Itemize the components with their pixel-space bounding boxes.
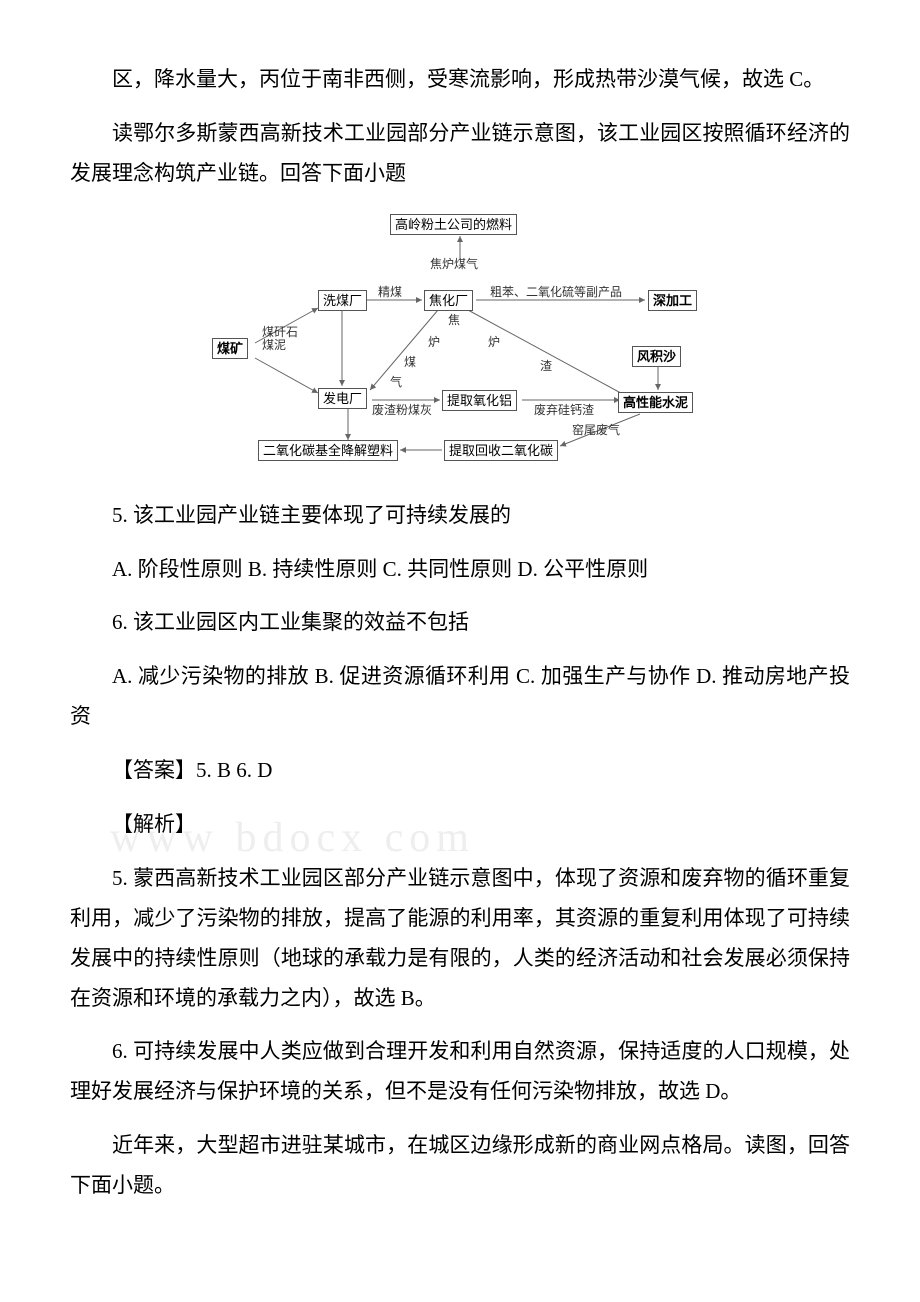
node-co2-recovery: 提取回收二氧化碳: [444, 440, 558, 462]
node-power-plant: 发电厂: [318, 388, 367, 410]
next-question-intro: 近年来，大型超市进驻某城市，在城区边缘形成新的商业网点格局。读图，回答下面小题。: [70, 1126, 850, 1206]
node-wash-plant: 洗煤厂: [318, 290, 367, 312]
label-furnace1: 炉: [428, 336, 440, 349]
node-plastic: 二氧化碳基全降解塑料: [258, 440, 398, 462]
node-alumina: 提取氧化铝: [442, 390, 517, 412]
industrial-chain-diagram: 高岭粉土公司的燃料 煤矿 洗煤厂 焦化厂 深加工 发电厂 提取氧化铝 风积沙 高…: [70, 208, 850, 478]
label-si-ca-slag: 废弃硅钙渣: [534, 404, 594, 417]
explanation-header: 【解析】: [70, 805, 850, 845]
node-coal-mine: 煤矿: [212, 338, 248, 360]
question-5: 5. 该工业园产业链主要体现了可持续发展的: [70, 496, 850, 536]
node-wind-sand: 风积沙: [632, 346, 681, 368]
question-5-options: A. 阶段性原则 B. 持续性原则 C. 共同性原则 D. 公平性原则: [70, 550, 850, 590]
label-gangue: 煤矸石 煤泥: [262, 326, 298, 352]
label-coke-gas: 焦炉煤气: [430, 258, 478, 271]
label-coal-char: 煤: [404, 356, 416, 369]
label-slag-char: 渣: [540, 360, 552, 373]
node-coke-plant: 焦化厂: [424, 290, 473, 312]
explanation-6: 6. 可持续发展中人类应做到合理开发和利用自然资源，保持适度的人口规模，处理好发…: [70, 1032, 850, 1112]
question-6-options: A. 减少污染物的排放 B. 促进资源循环利用 C. 加强生产与协作 D. 推动…: [70, 657, 850, 737]
node-deep-processing: 深加工: [648, 290, 697, 312]
label-gas-char: 气: [390, 376, 402, 389]
label-fine-coal: 精煤: [378, 286, 402, 299]
label-furnace2: 炉: [488, 336, 500, 349]
label-coke-char: 焦: [448, 314, 460, 327]
label-byproducts: 粗苯、二氧化硫等副产品: [490, 286, 622, 299]
label-kiln-gas: 窑尾废气: [572, 424, 620, 437]
explanation-5: 5. 蒙西高新技术工业园区部分产业链示意图中，体现了资源和废弃物的循环重复利用，…: [70, 859, 850, 1019]
answer-line: 【答案】5. B 6. D: [70, 751, 850, 791]
question-6: 6. 该工业园区内工业集聚的效益不包括: [70, 603, 850, 643]
paragraph-continuation: 区，降水量大，丙位于南非西侧，受寒流影响，形成热带沙漠气候，故选 C。: [70, 60, 850, 100]
label-ash: 废渣粉煤灰: [372, 404, 432, 417]
question-intro: 读鄂尔多斯蒙西高新技术工业园部分产业链示意图，该工业园区按照循环经济的发展理念构…: [70, 114, 850, 194]
node-kaolin-fuel: 高岭粉土公司的燃料: [390, 214, 517, 236]
node-cement: 高性能水泥: [618, 392, 693, 414]
